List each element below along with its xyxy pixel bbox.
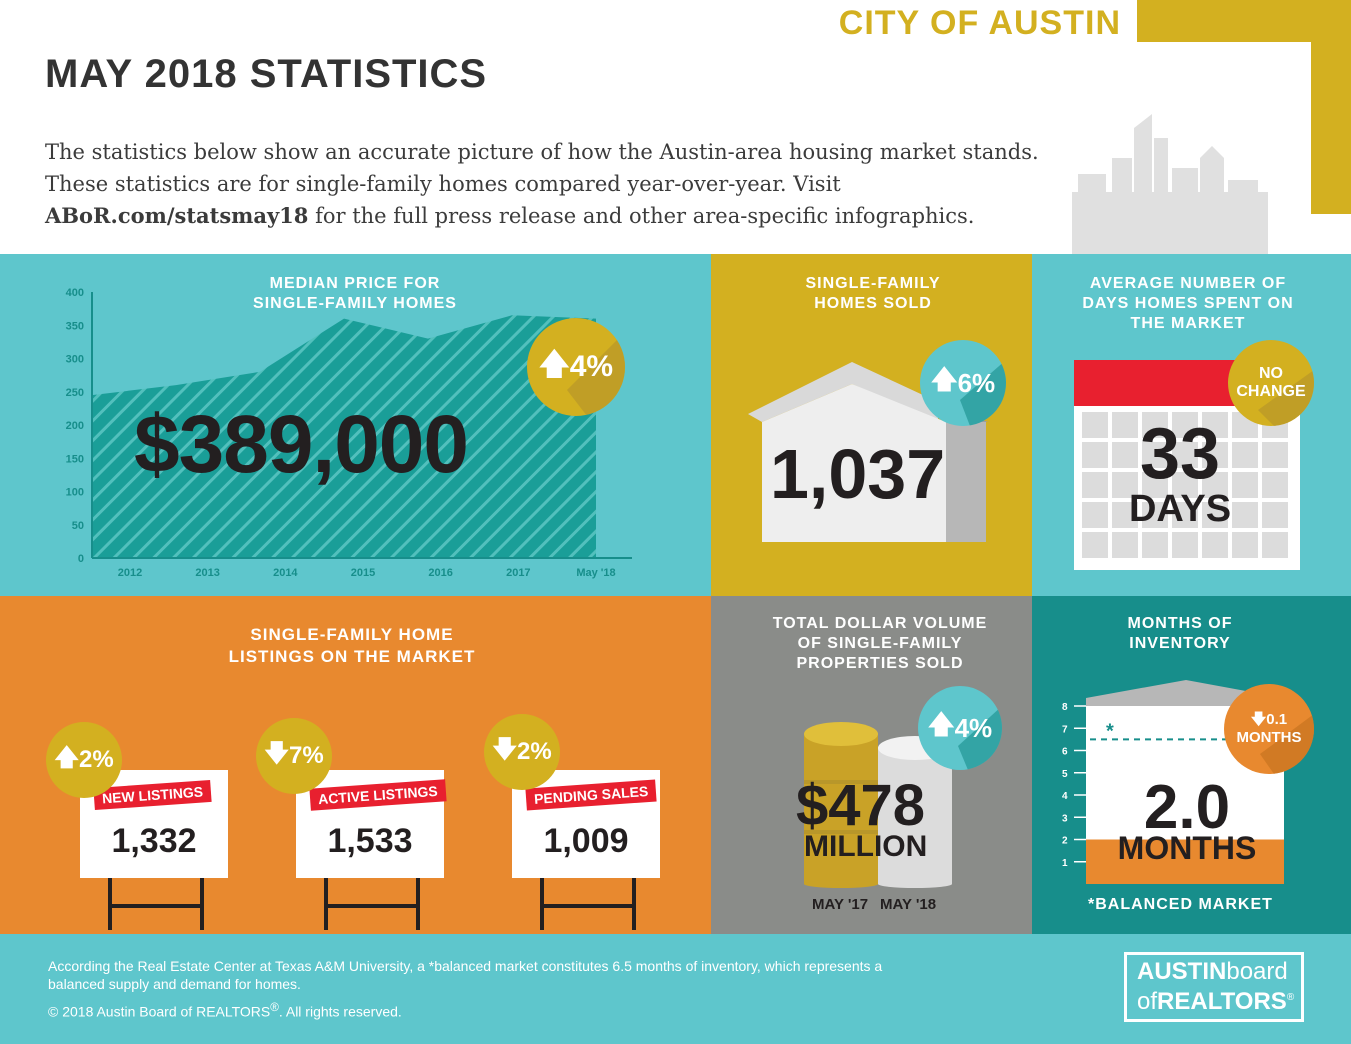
footer-note-line2: balanced supply and demand for homes. (48, 976, 301, 992)
press-release-link[interactable]: ABoR.com/statsmay18 (45, 203, 309, 228)
inventory-scale-label: 4 (1062, 791, 1068, 802)
volume-label-2018: MAY '18 (880, 896, 937, 913)
inventory-scale-label: 7 (1062, 724, 1068, 735)
city-title: CITY OF AUSTIN (838, 4, 1121, 42)
inventory-scale-label: 8 (1062, 702, 1068, 713)
intro-paragraph: The statistics below show an accurate pi… (45, 140, 1039, 228)
y-tick-label: 300 (66, 354, 84, 366)
volume-label-2017: MAY '17 (812, 896, 869, 913)
homes-sold-value: 1,037 (770, 435, 946, 513)
days-value: 33 (1139, 414, 1221, 494)
y-tick-label: 100 (66, 487, 84, 499)
days-change-badge: NO CHANGE (1228, 340, 1314, 426)
y-tick-label: 400 (66, 287, 84, 299)
inventory-scale-label: 5 (1062, 769, 1068, 780)
median-price-value: $389,000 (134, 399, 469, 490)
listings-title: SINGLE-FAMILY HOME LISTINGS ON THE MARKET (228, 625, 476, 666)
median-price-area (92, 315, 596, 558)
days-title: AVERAGE NUMBER OF DAYS HOMES SPENT ON THE … (1082, 275, 1294, 332)
skyline-illustration (1072, 114, 1268, 254)
balanced-market-star: * (1106, 720, 1114, 742)
up-arrow-icon: 🡅 (538, 347, 570, 381)
y-tick-label: 50 (72, 520, 84, 532)
median-title: MEDIAN PRICE FOR SINGLE-FAMILY HOMES (253, 275, 457, 312)
x-tick-label: 2013 (195, 567, 219, 579)
inventory-title: MONTHS OF INVENTORY (1127, 615, 1233, 652)
up-arrow-icon: 🡅 (927, 709, 955, 739)
x-tick-label: 2016 (428, 567, 452, 579)
inventory-change-badge: 🡇0.1 MONTHS (1224, 684, 1314, 774)
inventory-fill (1086, 839, 1284, 884)
homes-sold-change-badge: 🡅 6% (920, 340, 1006, 426)
y-tick-label: 350 (66, 320, 84, 332)
up-arrow-icon: 🡅 (54, 743, 79, 771)
y-tick-label: 150 (66, 453, 84, 465)
page-title: MAY 2018 STATISTICS (45, 52, 488, 96)
inventory-unit: MONTHS (1117, 830, 1257, 866)
abor-logo[interactable]: AUSTINboard ofREALTORS® (1124, 952, 1304, 1022)
volume-value: $478 (796, 773, 926, 838)
inventory-scale-label: 6 (1062, 747, 1068, 758)
homes-sold-title: SINGLE-FAMILY HOMES SOLD (805, 275, 941, 312)
x-tick-label: May '18 (576, 567, 615, 579)
inventory-value: 2.0 (1143, 773, 1231, 842)
footer-note-line1: According the Real Estate Center at Texa… (48, 958, 883, 974)
x-tick-label: 2014 (273, 567, 298, 579)
y-tick-label: 0 (78, 553, 84, 565)
volume-title: TOTAL DOLLAR VOLUME OF SINGLE-FAMILY PROPE… (772, 615, 988, 672)
y-tick-label: 200 (66, 420, 84, 432)
volume-unit: MILLION (804, 830, 928, 863)
median-change-badge: 🡅 4% (527, 318, 625, 416)
calendar-icon (1074, 360, 1300, 570)
inventory-scale-label: 3 (1062, 813, 1068, 824)
volume-change-badge: 🡅 4% (918, 686, 1002, 770)
x-tick-label: 2017 (506, 567, 530, 579)
down-arrow-icon: 🡇 (264, 739, 289, 767)
coin-stacks-icon (804, 722, 952, 888)
inventory-scale-label: 1 (1062, 858, 1068, 869)
inventory-scale-label: 2 (1062, 836, 1068, 847)
gold-corner-bracket (1137, 0, 1351, 214)
up-arrow-icon: 🡅 (930, 364, 958, 394)
x-tick-label: 2012 (118, 567, 142, 579)
copyright: © 2018 Austin Board of REALTORS®. All ri… (48, 1001, 402, 1020)
balanced-market-note: *BALANCED MARKET (1088, 896, 1273, 913)
down-arrow-icon: 🡇 (492, 735, 517, 763)
x-tick-label: 2015 (351, 567, 375, 579)
house-icon (748, 362, 988, 542)
down-arrow-icon: 🡇 (1250, 711, 1267, 728)
y-tick-label: 250 (66, 387, 84, 399)
days-unit: DAYS (1128, 488, 1232, 530)
median-price-chart: 0 50 100 150 200 250 300 350 400 2012 2013 2014 2015… (66, 287, 632, 579)
